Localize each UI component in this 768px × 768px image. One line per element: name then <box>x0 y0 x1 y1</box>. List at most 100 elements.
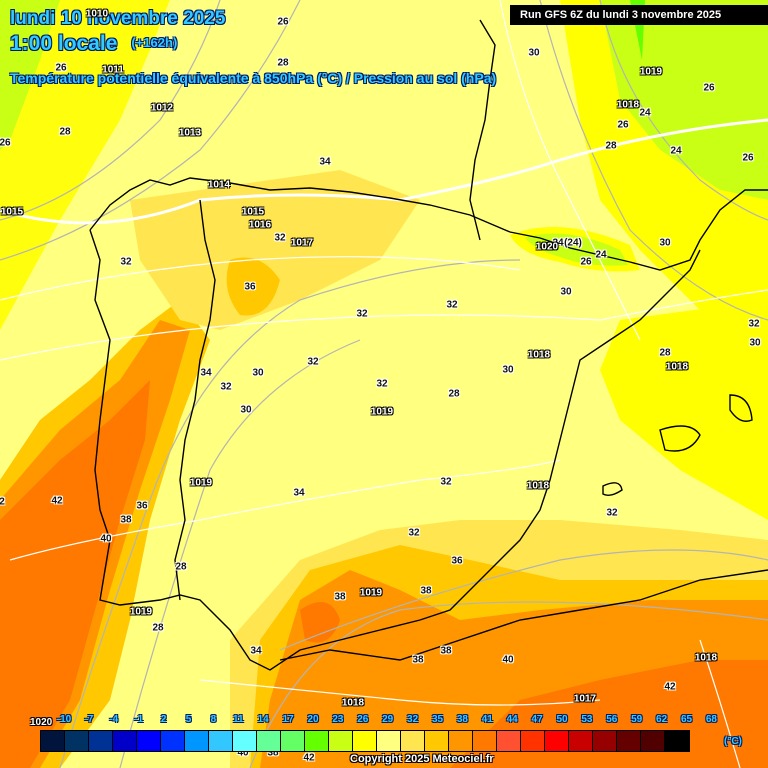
pressure-label: 1013 <box>178 127 202 139</box>
temperature-label: 34 <box>319 156 331 168</box>
temperature-label: 24 <box>595 249 607 261</box>
temperature-label: 30 <box>749 337 761 349</box>
temperature-label: 38 <box>267 747 279 759</box>
legend-tick: 59 <box>631 714 643 725</box>
legend-tick: 26 <box>357 714 369 725</box>
legend-tick: 47 <box>531 714 543 725</box>
temperature-label: 34 <box>250 645 262 657</box>
legend-tick: 32 <box>407 714 419 725</box>
copyright: Copyright 2025 Meteociel.fr <box>350 753 494 765</box>
temperature-label: 38 <box>334 591 346 603</box>
pressure-label: 1019 <box>370 406 394 418</box>
temperature-label: 40 <box>502 654 514 666</box>
legend-tick: -7 <box>84 714 94 725</box>
legend-tick: -4 <box>109 714 119 725</box>
pressure-label: 1012 <box>150 102 174 114</box>
legend-swatch <box>257 731 281 751</box>
legend-tick: 38 <box>456 714 468 725</box>
legend-swatch <box>449 731 473 751</box>
pressure-label: 1017 <box>290 237 314 249</box>
pressure-label: 1015 <box>0 206 24 218</box>
temperature-label: 40 <box>100 533 112 545</box>
legend-tick: -10 <box>56 714 72 725</box>
temperature-label: 32 <box>606 507 618 519</box>
temperature-label: 34 <box>293 487 305 499</box>
temperature-label: 42 <box>664 681 676 693</box>
temperature-label: 36 <box>244 281 256 293</box>
legend-swatch <box>665 731 689 751</box>
legend-tick: 5 <box>185 714 192 725</box>
legend-swatch <box>497 731 521 751</box>
legend-tick: 20 <box>307 714 319 725</box>
legend-tick: 35 <box>431 714 444 725</box>
forecast-time: 1:00 locale (+162h) <box>10 32 177 56</box>
pressure-label: 1011 <box>102 64 124 76</box>
temperature-label: 42 <box>51 495 63 507</box>
temperature-label: 24 <box>670 145 682 157</box>
legend-swatch <box>305 731 329 751</box>
temperature-label: 32 <box>307 356 319 368</box>
temperature-label: 24 <box>639 107 651 119</box>
legend-tick: 17 <box>282 714 294 725</box>
pressure-label: 1016 <box>248 219 272 231</box>
temperature-label: 26 <box>617 119 629 131</box>
pressure-label: 1020 <box>535 241 559 253</box>
temperature-label: 28 <box>605 140 617 152</box>
temperature-label: 32 <box>120 256 132 268</box>
temperature-label: 38 <box>120 514 132 526</box>
pressure-label: 1019 <box>129 606 153 618</box>
legend-swatch <box>617 731 641 751</box>
corner-pressure-label: 1020 <box>30 717 53 728</box>
temperature-label: 28 <box>175 561 187 573</box>
legend-swatch <box>41 731 65 751</box>
legend-tick: 62 <box>656 714 668 725</box>
legend-tick: 68 <box>705 714 717 725</box>
temperature-label: 28 <box>59 126 71 138</box>
legend-tick: 14 <box>257 714 269 725</box>
temperature-label: 26 <box>580 256 592 268</box>
temperature-label: 30 <box>240 404 252 416</box>
legend-tick: 44 <box>506 714 518 725</box>
legend-swatch <box>329 731 353 751</box>
forecast-local-time: 1:00 locale <box>10 32 118 55</box>
legend-tick: 29 <box>382 714 394 725</box>
temperature-label: 30 <box>528 47 540 59</box>
temperature-label: 28 <box>277 57 289 69</box>
pressure-label: 1015 <box>241 206 265 218</box>
pressure-label: 1018 <box>527 349 551 361</box>
legend-swatch <box>521 731 545 751</box>
legend-tick: 53 <box>581 714 593 725</box>
legend-swatch <box>353 731 377 751</box>
temperature-label: 36 <box>451 555 463 567</box>
pressure-label: 1019 <box>359 587 383 599</box>
temperature-label: 32 <box>440 476 452 488</box>
temperature-label: 28 <box>448 388 460 400</box>
temperature-label: 26 <box>277 16 289 28</box>
model-run-banner: Run GFS 6Z du lundi 3 novembre 2025 <box>510 5 768 25</box>
temperature-label: 24 <box>552 237 564 249</box>
pressure-label: 1018 <box>341 697 365 709</box>
legend-tick: 41 <box>481 714 493 725</box>
temperature-label: 36 <box>136 500 148 512</box>
temperature-label: 26 <box>0 137 11 149</box>
temperature-label: 32 <box>408 527 420 539</box>
pressure-label: 1018 <box>616 99 640 111</box>
temperature-label: 38 <box>440 645 452 657</box>
temperature-label: 30 <box>560 286 572 298</box>
legend-swatch <box>473 731 497 751</box>
legend-swatch <box>425 731 449 751</box>
temperature-label: 26 <box>55 62 67 74</box>
temperature-label: 32 <box>446 299 458 311</box>
pressure-label: 1018 <box>526 480 550 492</box>
legend-swatch <box>209 731 233 751</box>
legend-swatch <box>233 731 257 751</box>
legend-swatch <box>641 731 665 751</box>
temperature-label: 28 <box>152 622 164 634</box>
temperature-label: 38 <box>412 654 424 666</box>
legend-swatch <box>137 731 161 751</box>
temperature-label: 2 <box>0 496 5 508</box>
legend-swatch <box>545 731 569 751</box>
legend-swatch <box>65 731 89 751</box>
